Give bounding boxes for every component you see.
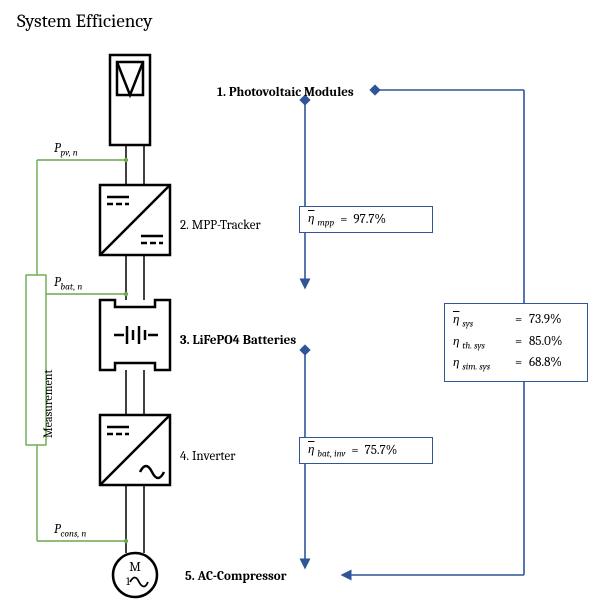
sys-row-2: η sim. sys = 68.8% xyxy=(453,353,579,375)
p-bat: Pbat, n xyxy=(54,275,82,293)
label-mpp: 2. MPP-Tracker xyxy=(180,218,261,233)
mpp-icon xyxy=(100,185,170,255)
motor-icon: M 1 xyxy=(113,553,157,597)
eff-batinv-box: η bat, inv = 75.7% xyxy=(299,437,433,464)
p-cons: Pcons, n xyxy=(54,522,86,540)
inverter-icon xyxy=(100,415,170,485)
measurement-label: Measurement xyxy=(41,370,55,438)
eff-mpp-sym: η mpp xyxy=(308,210,334,229)
diagram-root: System Efficiency xyxy=(0,0,600,605)
pv-icon xyxy=(110,55,150,145)
label-ac: 5. AC-Compressor xyxy=(185,569,287,584)
sys-eff-box: η sys = 73.9% η th. sys = 85.0% η sim. s… xyxy=(444,303,588,382)
eff-mpp-val: 97.7% xyxy=(353,212,386,227)
eff-batinv-sym: η bat, inv xyxy=(308,441,345,460)
sys-row-1: η th. sys = 85.0% xyxy=(453,332,579,354)
spine xyxy=(126,145,144,553)
battery-icon xyxy=(100,300,170,370)
label-pv: 1. Photovoltaic Modules xyxy=(217,85,354,100)
sys-row-0: η sys = 73.9% xyxy=(453,310,579,332)
label-inverter: 4. Inverter xyxy=(180,449,235,464)
p-pv: Ppv, n xyxy=(54,141,78,159)
label-battery: 3. LiFePO4 Batteries xyxy=(180,333,296,348)
svg-text:M: M xyxy=(129,560,141,575)
eff-mpp-box: η mpp = 97.7% xyxy=(299,206,433,233)
eff-batinv-val: 75.7% xyxy=(365,443,398,458)
